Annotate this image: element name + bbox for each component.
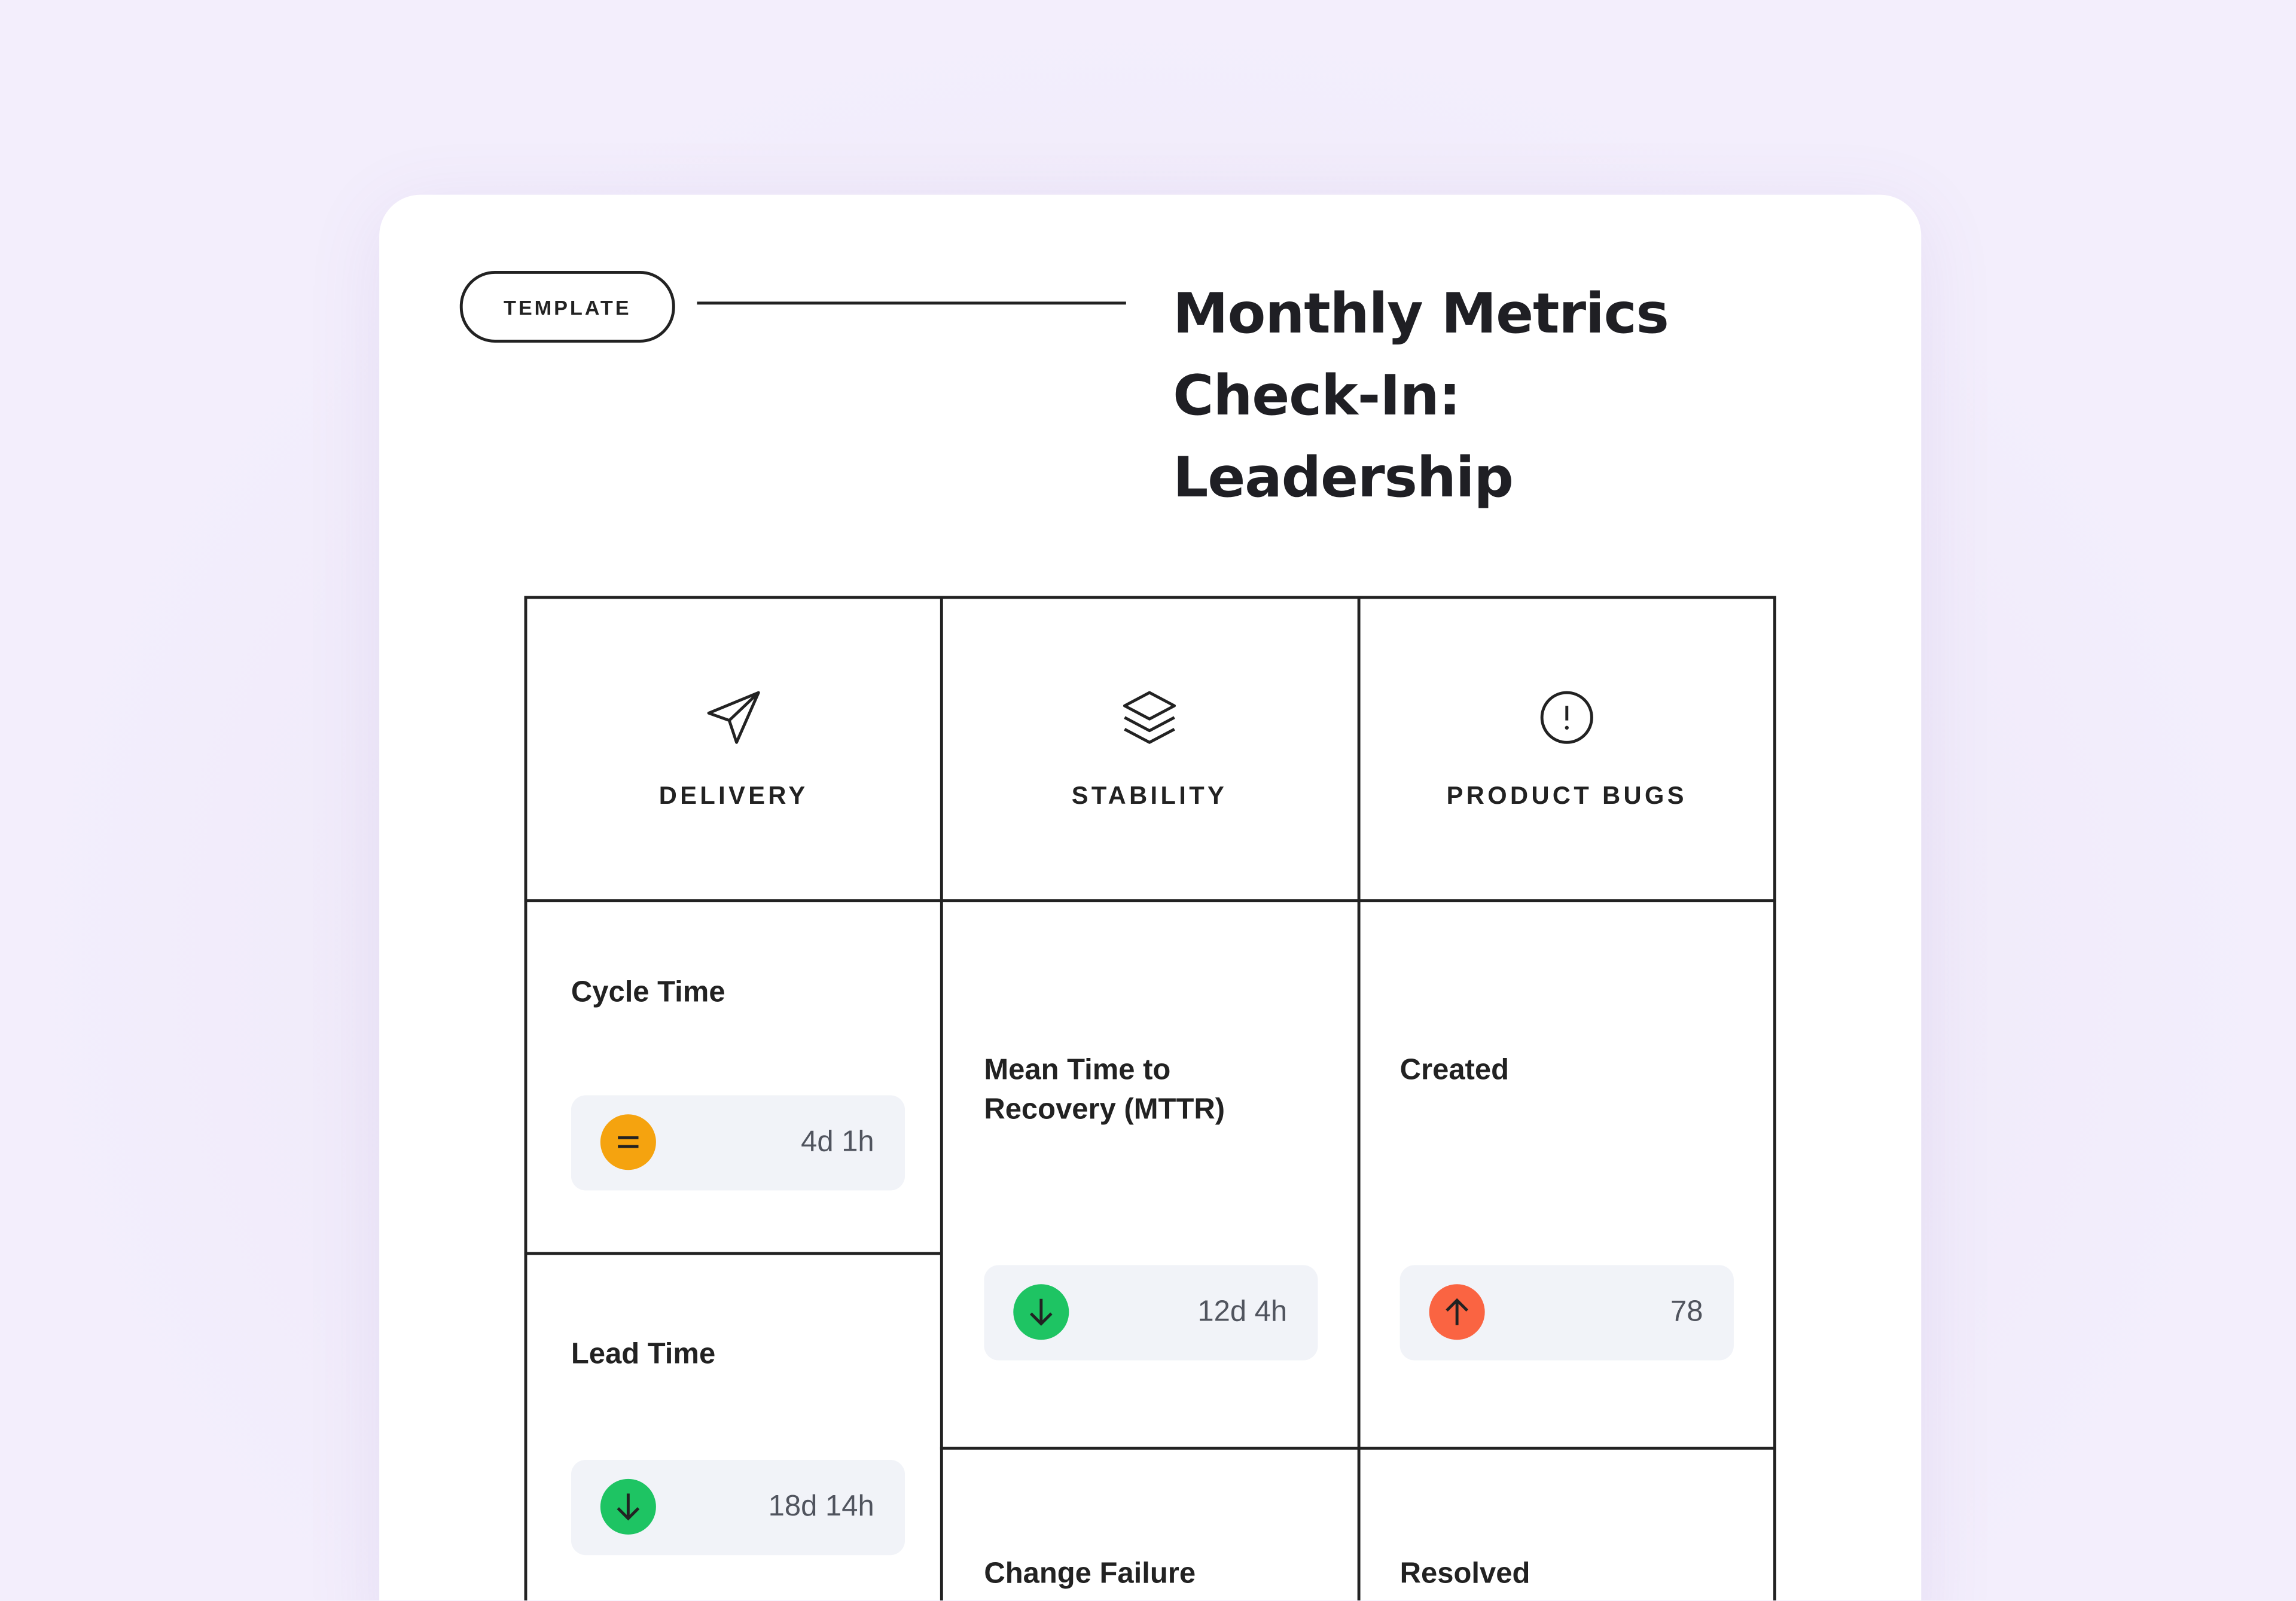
table-border bbox=[524, 899, 1776, 902]
trend-up bbox=[1429, 1284, 1485, 1340]
table-border bbox=[524, 1252, 942, 1255]
metric-value-box: 18d 14h bbox=[571, 1460, 905, 1556]
table-border bbox=[940, 596, 943, 1601]
table-border bbox=[524, 596, 1776, 599]
trend-down bbox=[600, 1478, 656, 1535]
metric-label: Resolved bbox=[1399, 1558, 1530, 1590]
trend-flat bbox=[600, 1114, 656, 1170]
column-heading: STABILITY bbox=[1071, 782, 1228, 810]
metric-value: 4d 1h bbox=[801, 1126, 874, 1158]
delivery-icon bbox=[707, 691, 760, 744]
metric-label: Cycle Time bbox=[571, 977, 725, 1009]
metric-value-box: 78 bbox=[1399, 1265, 1734, 1361]
metric-value-box: 12d 4h bbox=[984, 1265, 1318, 1361]
title: Monthly Metrics Check-In: Leadership bbox=[1173, 281, 1669, 510]
column-heading: PRODUCT BUGS bbox=[1446, 782, 1687, 810]
table-border bbox=[1357, 596, 1361, 1601]
metric-label: Lead Time bbox=[571, 1338, 716, 1371]
divider bbox=[697, 301, 1126, 305]
trend-down bbox=[1013, 1284, 1069, 1340]
metric-label: Change Failure bbox=[984, 1558, 1196, 1590]
metric-value: 78 bbox=[1670, 1295, 1703, 1328]
metric-value-box: 4d 1h bbox=[571, 1095, 905, 1191]
bugs-icon bbox=[1540, 691, 1593, 744]
table-border bbox=[1773, 596, 1776, 1601]
metric-label: Created bbox=[1399, 1054, 1510, 1087]
column-heading: DELIVERY bbox=[658, 782, 809, 810]
table-border bbox=[524, 596, 527, 1601]
card bbox=[379, 194, 1922, 1601]
metric-label: Mean Time to Recovery (MTTR) bbox=[984, 1054, 1225, 1126]
stability-icon bbox=[1123, 691, 1176, 744]
template-badge: TEMPLATE bbox=[459, 270, 675, 343]
metric-value: 12d 4h bbox=[1197, 1295, 1288, 1328]
metric-value: 18d 14h bbox=[768, 1490, 874, 1523]
